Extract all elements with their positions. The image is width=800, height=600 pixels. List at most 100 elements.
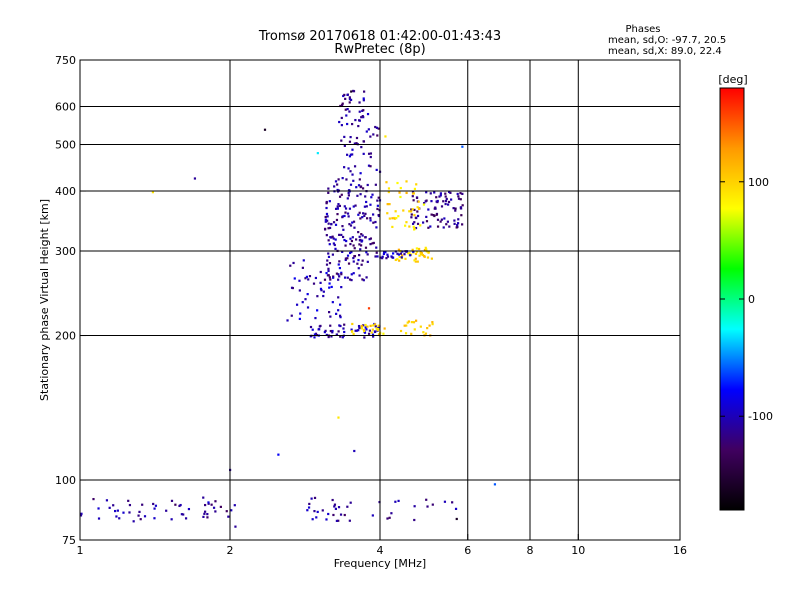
echo-point bbox=[443, 217, 446, 220]
echo-point bbox=[447, 203, 450, 206]
x-axis-ticks: 1 2 4 6 8 10 16 bbox=[77, 534, 687, 557]
echo-point bbox=[397, 499, 400, 503]
echo-point bbox=[337, 178, 340, 181]
echo-point bbox=[377, 196, 380, 199]
echo-point bbox=[436, 225, 440, 228]
echo-point bbox=[365, 200, 368, 204]
echo-point bbox=[358, 235, 361, 238]
echo-point bbox=[348, 155, 352, 158]
echo-point bbox=[359, 244, 363, 247]
echo-point bbox=[137, 514, 140, 517]
echo-point bbox=[455, 517, 458, 521]
echo-point bbox=[388, 516, 391, 519]
echo-point bbox=[349, 183, 353, 186]
echo-point bbox=[360, 145, 363, 149]
phase-stats-o-mode: mean, sd,O: -97.7, 20.5 bbox=[608, 35, 726, 46]
echo-point bbox=[456, 224, 459, 227]
echo-point bbox=[338, 314, 342, 317]
echo-point bbox=[374, 323, 377, 326]
echo-point bbox=[386, 255, 390, 258]
x-axis-label: Frequency [MHz] bbox=[334, 557, 426, 570]
echo-point bbox=[422, 331, 425, 334]
echo-point bbox=[371, 328, 374, 331]
echo-point bbox=[333, 505, 336, 508]
echo-point bbox=[371, 242, 374, 245]
echo-point bbox=[318, 328, 321, 331]
echo-point bbox=[405, 221, 408, 224]
echo-point bbox=[337, 203, 340, 206]
echo-point bbox=[372, 335, 375, 338]
x-tick-label: 16 bbox=[673, 544, 687, 557]
colorbar-tick-label: -100 bbox=[748, 410, 773, 423]
echo-point bbox=[365, 130, 368, 133]
echo-point bbox=[362, 140, 365, 143]
echo-point bbox=[416, 206, 419, 209]
echo-point bbox=[370, 196, 373, 199]
echo-point bbox=[388, 217, 391, 220]
echo-point bbox=[352, 256, 355, 260]
echo-point bbox=[362, 328, 365, 332]
echo-point bbox=[453, 219, 456, 222]
echo-point bbox=[422, 221, 425, 224]
echo-point bbox=[118, 517, 121, 520]
echo-point bbox=[324, 228, 327, 231]
echo-point bbox=[314, 276, 318, 280]
echo-point bbox=[388, 203, 391, 206]
echo-point bbox=[353, 247, 356, 250]
echo-point bbox=[376, 329, 379, 332]
echo-point bbox=[334, 238, 337, 241]
echo-point bbox=[362, 324, 365, 327]
echo-point bbox=[336, 213, 339, 216]
echo-point bbox=[340, 273, 343, 276]
echo-point bbox=[348, 101, 351, 104]
echo-point bbox=[375, 226, 378, 229]
echo-point bbox=[327, 267, 330, 270]
echo-point bbox=[414, 319, 418, 322]
echo-point bbox=[367, 128, 370, 131]
echo-point bbox=[112, 504, 115, 507]
echo-point bbox=[363, 90, 366, 93]
echo-point bbox=[345, 178, 348, 181]
echo-point bbox=[327, 187, 330, 190]
echo-point bbox=[401, 254, 404, 257]
echo-point bbox=[346, 93, 349, 97]
echo-point bbox=[227, 515, 230, 518]
echo-point bbox=[359, 193, 362, 196]
echo-point bbox=[433, 191, 436, 194]
echo-point bbox=[337, 263, 340, 266]
echo-point bbox=[357, 267, 360, 270]
echo-point bbox=[360, 116, 363, 119]
echo-point bbox=[374, 125, 377, 129]
echo-point bbox=[376, 207, 379, 211]
echo-point bbox=[341, 235, 345, 239]
echo-point bbox=[461, 204, 464, 207]
echo-point bbox=[366, 217, 369, 220]
echo-point bbox=[152, 502, 155, 506]
echo-point bbox=[334, 207, 338, 210]
echo-point bbox=[364, 236, 367, 239]
echo-point bbox=[349, 237, 352, 240]
echo-point bbox=[416, 210, 419, 213]
echo-point bbox=[427, 208, 430, 211]
echo-point bbox=[369, 219, 372, 222]
echo-point bbox=[445, 223, 448, 226]
echo-point bbox=[360, 324, 363, 328]
echo-points bbox=[79, 89, 497, 528]
echo-point bbox=[347, 167, 350, 170]
echo-point bbox=[301, 266, 304, 269]
echo-point bbox=[343, 205, 346, 208]
echo-point bbox=[342, 327, 345, 330]
echo-point bbox=[410, 216, 413, 219]
echo-point bbox=[372, 213, 375, 216]
echo-point bbox=[348, 96, 351, 99]
grid-lines bbox=[80, 60, 680, 540]
echo-point bbox=[362, 109, 365, 112]
echo-point bbox=[341, 336, 344, 339]
echo-point bbox=[359, 185, 363, 188]
echo-point bbox=[376, 199, 379, 202]
echo-point bbox=[425, 220, 429, 223]
echo-point bbox=[459, 206, 462, 209]
echo-point bbox=[355, 329, 359, 332]
echo-point bbox=[363, 205, 366, 208]
